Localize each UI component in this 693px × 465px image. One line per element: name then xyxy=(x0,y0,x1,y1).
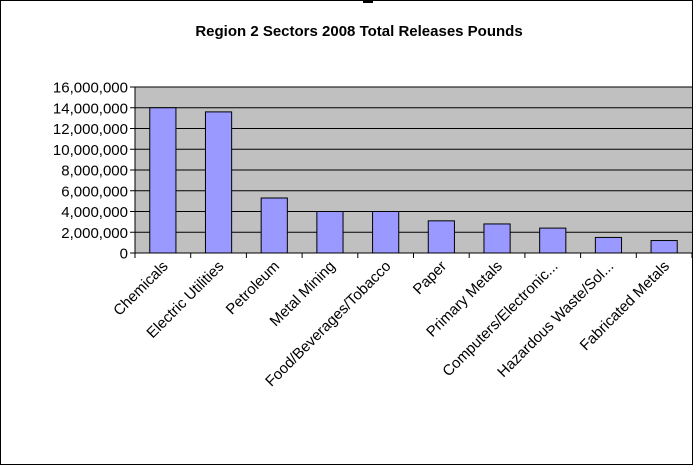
bar xyxy=(260,197,288,254)
bar xyxy=(650,240,678,254)
y-tick-label: 14,000,000 xyxy=(53,100,128,117)
y-tick-label: 8,000,000 xyxy=(61,163,128,180)
y-tick-label: 12,000,000 xyxy=(53,121,128,138)
bar xyxy=(372,211,400,254)
bar xyxy=(483,223,511,254)
y-tick-label: 10,000,000 xyxy=(53,142,128,159)
bar xyxy=(427,220,455,254)
bar xyxy=(539,227,567,254)
bar xyxy=(204,111,233,254)
chart-title: Region 2 Sectors 2008 Total Releases Pou… xyxy=(195,23,522,40)
bar xyxy=(594,236,623,254)
y-axis: 0 2,000,000 4,000,000 6,000,000 8,000,000 10,… xyxy=(53,80,136,263)
y-tick-label: 4,000,000 xyxy=(61,204,128,221)
clipped-top-fragment xyxy=(363,0,373,3)
bar xyxy=(149,107,177,254)
y-tick-label: 2,000,000 xyxy=(61,225,128,242)
bar xyxy=(316,211,344,254)
bars xyxy=(149,107,678,254)
y-tick-label: 0 xyxy=(120,246,128,263)
y-tick-label: 16,000,000 xyxy=(53,80,128,97)
y-tick-label: 6,000,000 xyxy=(61,183,128,200)
